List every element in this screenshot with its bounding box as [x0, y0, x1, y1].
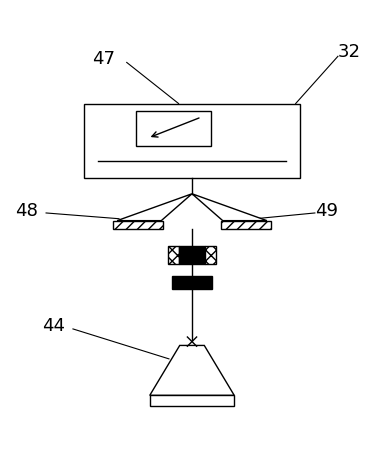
- Polygon shape: [117, 194, 192, 220]
- Text: 32: 32: [338, 43, 361, 61]
- Bar: [179, 245, 205, 264]
- Text: 44: 44: [42, 317, 65, 335]
- Bar: [84, 103, 300, 178]
- Polygon shape: [192, 194, 267, 220]
- Text: 48: 48: [15, 202, 38, 220]
- Bar: [168, 245, 179, 264]
- Bar: [150, 396, 234, 406]
- Bar: [221, 220, 271, 229]
- Bar: [113, 220, 163, 229]
- Text: 49: 49: [315, 202, 338, 220]
- Polygon shape: [150, 346, 234, 396]
- Bar: [136, 111, 211, 146]
- Bar: [172, 276, 212, 289]
- Bar: [205, 245, 216, 264]
- Text: 47: 47: [92, 50, 115, 67]
